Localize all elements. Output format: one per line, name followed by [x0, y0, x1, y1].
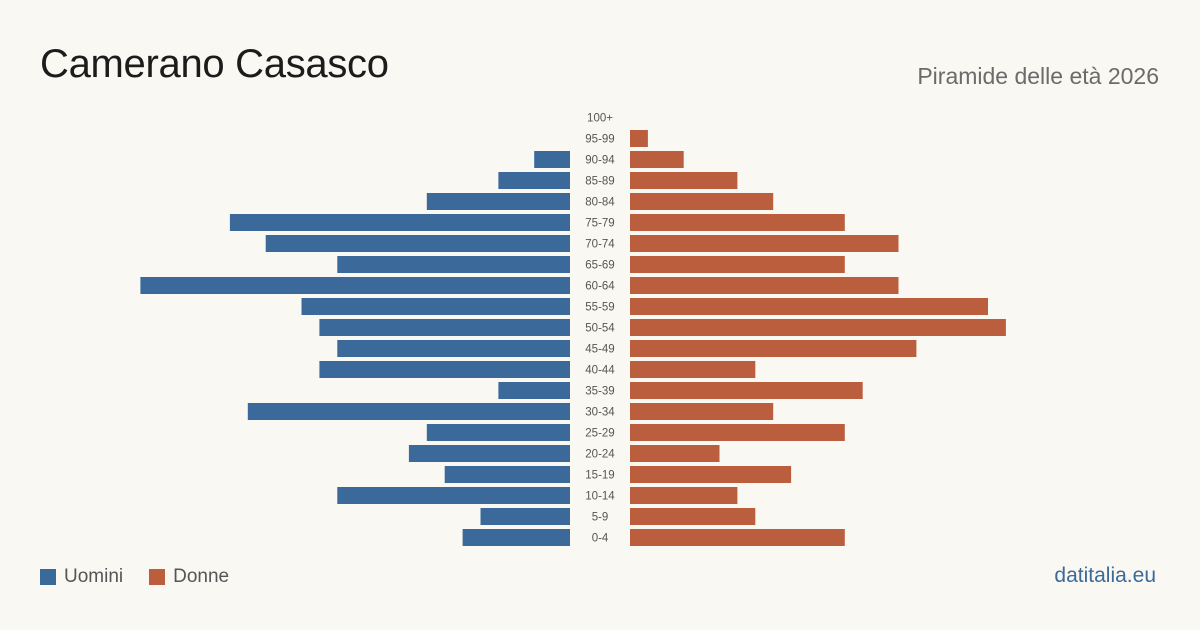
- bar-male-35-39: [498, 382, 570, 399]
- age-label-85-89: 85-89: [585, 176, 614, 188]
- page-title: Camerano Casasco: [40, 42, 389, 86]
- bar-female-45-49: [630, 340, 917, 357]
- bar-male-60-64: [140, 277, 570, 294]
- bar-male-75-79: [229, 214, 570, 231]
- age-label-90-94: 90-94: [585, 155, 615, 167]
- age-label-70-74: 70-74: [585, 239, 615, 251]
- age-label-10-14: 10-14: [585, 491, 615, 503]
- bar-male-55-59: [301, 298, 570, 315]
- bar-male-15-19: [444, 466, 570, 483]
- bar-male-65-69: [337, 256, 570, 273]
- bar-male-70-74: [265, 235, 570, 252]
- age-label-55-59: 55-59: [585, 302, 614, 314]
- bar-female-95-99: [630, 130, 648, 147]
- bar-male-30-34: [247, 403, 571, 420]
- legend-swatch-male: [40, 569, 56, 585]
- bar-female-10-14: [630, 487, 738, 504]
- bar-female-25-29: [630, 424, 845, 441]
- bar-female-65-69: [630, 256, 845, 273]
- bar-male-5-9: [480, 508, 570, 525]
- age-label-60-64: 60-64: [585, 281, 615, 293]
- bar-male-45-49: [337, 340, 570, 357]
- bar-male-25-29: [426, 424, 570, 441]
- bar-male-85-89: [498, 172, 570, 189]
- bar-female-15-19: [630, 466, 792, 483]
- bar-male-10-14: [337, 487, 570, 504]
- age-label-25-29: 25-29: [585, 428, 614, 440]
- legend-swatch-female: [149, 569, 166, 585]
- legend-item-male: Uomini: [40, 566, 123, 588]
- age-label-15-19: 15-19: [585, 470, 614, 482]
- legend-label-female: Donne: [173, 566, 230, 587]
- bar-female-85-89: [630, 172, 738, 189]
- bar-female-0-4: [630, 529, 845, 546]
- age-label-30-34: 30-34: [585, 407, 615, 419]
- chart-subtitle: Piramide delle età 2026: [917, 63, 1159, 89]
- bar-male-80-84: [426, 193, 570, 210]
- legend: Uomini Donne: [40, 566, 255, 588]
- bar-male-20-24: [408, 445, 570, 462]
- bar-female-5-9: [630, 508, 756, 525]
- age-label-80-84: 80-84: [585, 197, 615, 209]
- bar-female-55-59: [630, 298, 988, 315]
- age-label-40-44: 40-44: [585, 365, 615, 377]
- site-link[interactable]: datitalia.eu: [1054, 564, 1156, 587]
- bar-female-60-64: [630, 277, 899, 294]
- age-label-0-4: 0-4: [592, 533, 609, 545]
- bar-female-70-74: [630, 235, 899, 252]
- age-label-20-24: 20-24: [585, 449, 615, 461]
- bar-female-90-94: [630, 151, 684, 168]
- bar-male-0-4: [462, 529, 570, 546]
- age-label-100plus: 100+: [587, 113, 613, 125]
- bar-female-40-44: [630, 361, 756, 378]
- bar-female-30-34: [630, 403, 774, 420]
- bar-female-50-54: [630, 319, 1006, 336]
- legend-label-male: Uomini: [64, 566, 124, 587]
- bar-male-90-94: [534, 151, 570, 168]
- bar-male-40-44: [319, 361, 570, 378]
- age-label-5-9: 5-9: [592, 512, 609, 524]
- age-label-35-39: 35-39: [585, 386, 614, 398]
- age-label-50-54: 50-54: [585, 323, 615, 335]
- legend-item-female: Donne: [149, 566, 229, 588]
- age-label-45-49: 45-49: [585, 344, 614, 356]
- age-label-95-99: 95-99: [585, 134, 614, 146]
- bar-female-20-24: [630, 445, 720, 462]
- age-label-75-79: 75-79: [585, 218, 614, 230]
- bar-female-35-39: [630, 382, 863, 399]
- bar-female-75-79: [630, 214, 845, 231]
- bar-male-50-54: [319, 319, 570, 336]
- age-label-65-69: 65-69: [585, 260, 614, 272]
- bar-female-80-84: [630, 193, 774, 210]
